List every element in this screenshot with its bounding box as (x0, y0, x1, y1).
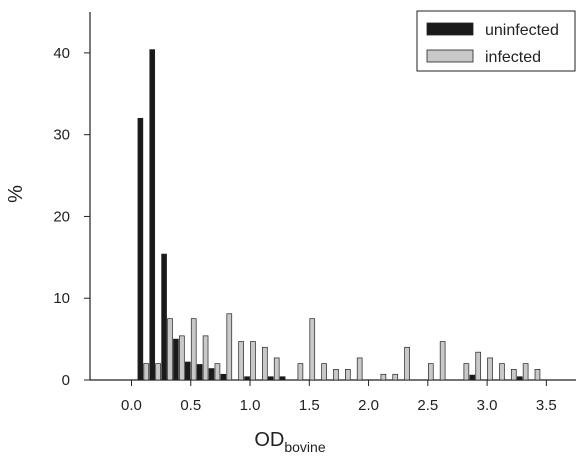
bar-uninfected (516, 376, 523, 381)
y-axis-ticks: 0 10 20 30 40 (53, 45, 90, 389)
bars (137, 49, 541, 381)
bar-infected (238, 341, 244, 381)
bar-uninfected (173, 338, 179, 381)
x-tick-label: 3.5 (536, 397, 557, 414)
bar-infected (202, 335, 209, 381)
y-tick-label: 10 (53, 290, 70, 307)
bar-infected (190, 318, 197, 381)
x-tick-label: 0.5 (180, 397, 201, 414)
bar-uninfected (161, 253, 167, 381)
bar-infected (273, 357, 280, 381)
bar-infected (499, 363, 505, 381)
bar-infected (297, 363, 304, 381)
bar-uninfected (244, 376, 250, 381)
legend-swatch-uninfected (426, 22, 474, 36)
y-tick-label: 0 (62, 372, 70, 389)
y-axis-label: % (5, 185, 27, 203)
bar-infected (226, 313, 233, 381)
bar-uninfected (208, 368, 215, 381)
y-tick-label: 20 (53, 208, 70, 225)
bar-infected (392, 373, 399, 381)
bar-infected (534, 369, 541, 381)
bar-infected (487, 357, 493, 381)
bar-infected (380, 373, 387, 381)
bar-infected (250, 341, 256, 381)
bar-uninfected (469, 374, 476, 381)
bar-uninfected (184, 361, 191, 381)
bar-infected (321, 363, 327, 381)
x-axis-label-subscript: bovine (284, 439, 325, 455)
bar-uninfected (279, 376, 286, 381)
bar-infected (167, 318, 173, 381)
bar-infected (356, 357, 363, 381)
bar-infected (309, 318, 316, 381)
bar-infected (510, 369, 517, 381)
legend-swatch-infected (426, 49, 474, 63)
x-tick-label: 1.0 (240, 397, 261, 414)
bar-infected (439, 341, 446, 381)
x-tick-label: 3.0 (477, 397, 498, 414)
bar-infected (262, 346, 268, 381)
bar-infected (155, 363, 161, 381)
legend: uninfected infected (416, 10, 576, 72)
bar-infected (475, 351, 482, 381)
bar-infected (427, 363, 434, 381)
x-tick-label: 1.5 (299, 397, 320, 414)
bar-uninfected (196, 364, 203, 381)
y-tick-label: 30 (53, 127, 70, 144)
plot-area: 0.0 0.5 1.0 1.5 2.0 2.5 3.0 3.5 0 10 20 30 40 (53, 12, 576, 414)
x-axis-label-main: OD (254, 429, 284, 451)
x-axis-label: ODbovine (254, 429, 325, 455)
bar-uninfected (267, 376, 274, 381)
x-axis-ticks: 0.0 0.5 1.0 1.5 2.0 2.5 3.0 3.5 (121, 380, 557, 414)
bar-infected (333, 369, 339, 381)
bar-uninfected (137, 117, 144, 381)
x-tick-label: 0.0 (121, 397, 142, 414)
bar-infected (463, 363, 470, 381)
bar-infected (143, 363, 150, 381)
legend-label-uninfected: uninfected (485, 22, 559, 39)
x-tick-label: 2.0 (358, 397, 379, 414)
legend-label-infected: infected (485, 49, 541, 66)
bar-uninfected (149, 49, 156, 381)
bar-infected (345, 369, 351, 381)
bar-infected (522, 363, 529, 381)
bar-infected (214, 363, 221, 381)
bar-uninfected (220, 373, 227, 381)
bar-infected (404, 346, 410, 381)
x-tick-label: 2.5 (417, 397, 438, 414)
y-tick-label: 40 (53, 45, 70, 62)
bar-infected (179, 335, 185, 381)
